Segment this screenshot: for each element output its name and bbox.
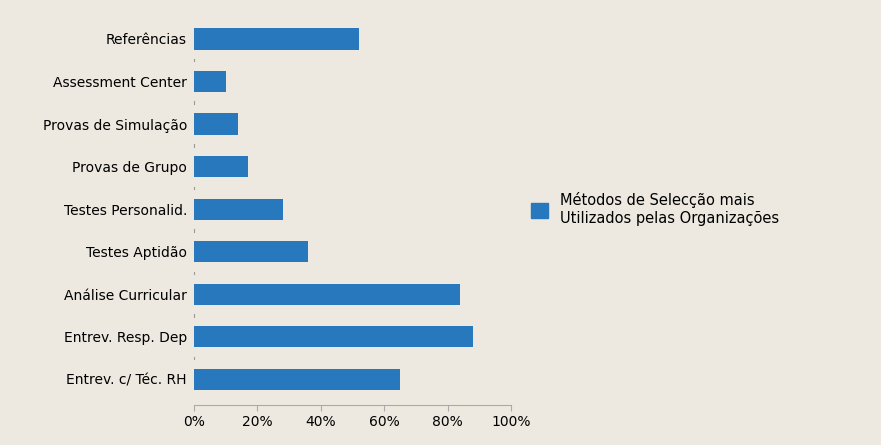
- Legend: Métodos de Selecção mais
Utilizados pelas Organizações: Métodos de Selecção mais Utilizados pela…: [531, 192, 780, 226]
- Bar: [194, 283, 460, 305]
- Bar: [194, 241, 308, 263]
- Bar: [194, 71, 226, 92]
- Bar: [194, 156, 248, 177]
- Bar: [194, 113, 238, 135]
- Bar: [194, 28, 359, 49]
- Bar: [194, 198, 283, 220]
- Bar: [194, 326, 473, 348]
- Bar: [194, 369, 400, 390]
